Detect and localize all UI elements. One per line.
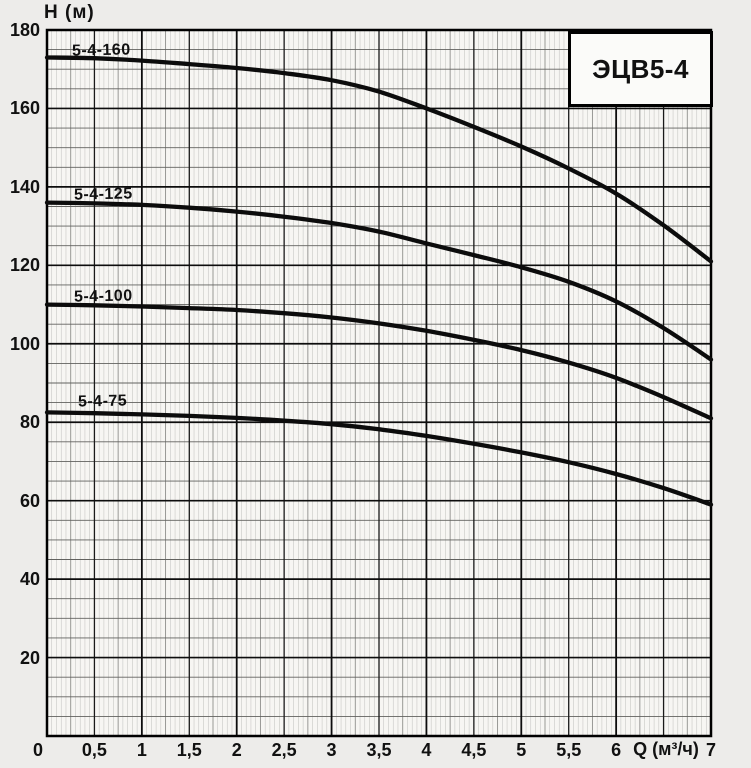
chart-title-box: ЭЦВ5-4 <box>568 31 713 107</box>
x-tick-label-5,5: 5,5 <box>556 740 582 760</box>
curve-label-5-4-160: 5-4-160 <box>71 41 131 60</box>
y-tick-label-120: 120 <box>9 255 40 276</box>
x-tick-label-0: 0 <box>32 740 43 760</box>
y-tick-label-180: 180 <box>9 20 40 40</box>
x-tick-label-5: 5 <box>516 740 527 760</box>
pump-curve-5-4-75 <box>44 410 714 507</box>
pump-curve-5-4-160 <box>44 55 714 264</box>
x-tick-label-4,5: 4,5 <box>461 740 487 760</box>
x-tick-label-2,5: 2,5 <box>271 740 297 760</box>
y-tick-label-100: 100 <box>9 333 40 354</box>
x-tick-label-4: 4 <box>421 740 432 760</box>
pump-curve-5-4-100 <box>44 302 714 421</box>
x-tick-label-1: 1 <box>136 740 147 760</box>
curve-label-5-4-75: 5-4-75 <box>77 392 128 411</box>
x-tick-label-3: 3 <box>326 740 337 760</box>
x-tick-label-3,5: 3,5 <box>366 740 392 760</box>
curve-label-5-4-100: 5-4-100 <box>73 287 133 306</box>
x-tick-label-0,5: 0,5 <box>81 740 107 760</box>
pump-curve-5-4-125 <box>44 200 714 362</box>
chart-title: ЭЦВ5-4 <box>592 53 689 84</box>
x-tick-label-1,5: 1,5 <box>176 740 202 760</box>
x-tick-label-2: 2 <box>231 740 242 760</box>
curve-label-5-4-125: 5-4-125 <box>73 185 133 204</box>
y-tick-label-60: 60 <box>19 490 40 511</box>
y-tick-label-20: 20 <box>19 647 40 668</box>
y-tick-label-40: 40 <box>19 569 40 590</box>
y-tick-label-140: 140 <box>9 176 40 197</box>
y-tick-label-160: 160 <box>9 98 40 119</box>
x-axis-title: Q (м³/ч) <box>633 739 699 759</box>
y-tick-label-80: 80 <box>19 412 40 433</box>
x-tick-label-6: 6 <box>611 740 622 760</box>
y-axis-title: H (м) <box>44 2 95 23</box>
x-tick-label-7: 7 <box>705 740 716 760</box>
